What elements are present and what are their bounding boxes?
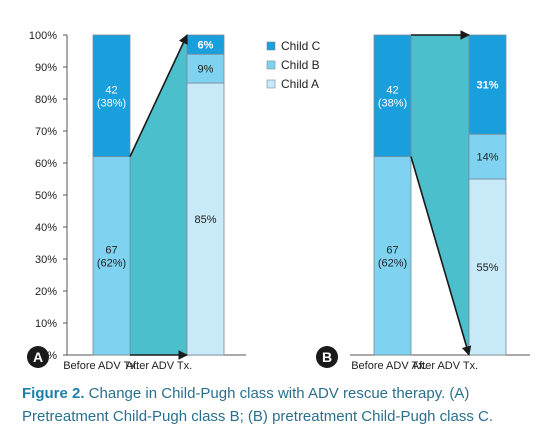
legend-swatch: [266, 60, 276, 70]
y-tick-label: 40%: [35, 222, 57, 234]
bar-child-b: [468, 133, 507, 180]
data-label: 42: [105, 84, 117, 96]
figure-caption: Figure 2. Change in Child-Pugh class wit…: [22, 382, 552, 428]
bar-child-a: [468, 178, 507, 356]
flow-shape-a: [129, 34, 188, 356]
data-label: 14%: [476, 152, 498, 164]
bar-child-c: [92, 34, 131, 157]
y-tick-label: 70%: [35, 126, 57, 138]
data-label: (62%): [97, 257, 126, 269]
y-tick-label: 60%: [35, 158, 57, 170]
bar-child-b: [186, 53, 225, 84]
legend-label: Child B: [281, 58, 320, 72]
panel-badge-label: B: [322, 349, 332, 365]
data-label: (38%): [97, 97, 126, 109]
panel-badge: [27, 346, 49, 368]
y-tick-label: 20%: [35, 286, 57, 298]
caption-text: Change in Child-Pugh class with ADV resc…: [22, 385, 494, 425]
y-tick-label: 80%: [35, 94, 57, 106]
y-tick-label: 30%: [35, 254, 57, 266]
data-label: 31%: [476, 80, 498, 92]
bar-child-b: [92, 156, 131, 356]
bar-child-a: [186, 82, 225, 356]
x-tick-label: Before ADV Tx.: [63, 360, 139, 372]
x-tick-label: Before ADV Tx.: [351, 360, 427, 372]
panel-badge: [316, 346, 338, 368]
arrow-b-down: [410, 156, 472, 356]
flow-shape-b: [410, 34, 470, 356]
data-label: (62%): [378, 257, 407, 269]
x-tick-label: After ADV Tx.: [412, 360, 478, 372]
y-tick-label: 10%: [35, 318, 57, 330]
data-label: 85%: [194, 214, 216, 226]
data-label: 67: [105, 244, 117, 256]
y-tick-label: 100%: [29, 30, 57, 42]
figure-canvas: 0%10%20%30%40%50%60%70%80%90%100% 67(62%…: [27, 30, 530, 372]
data-label: 55%: [476, 262, 498, 274]
y-tick-label: 90%: [35, 62, 57, 74]
data-label: (38%): [378, 97, 407, 109]
x-tick-label: After ADV Tx.: [126, 360, 192, 372]
legend-swatch: [266, 79, 276, 89]
bar-child-c: [468, 34, 507, 135]
arrow-a-up: [129, 34, 188, 157]
caption-label: Figure 2.: [22, 385, 85, 402]
legend-label: Child C: [281, 39, 321, 53]
y-tick-label: 50%: [35, 190, 57, 202]
data-label: 6%: [198, 40, 214, 52]
panel-badge-label: A: [33, 349, 43, 365]
data-label: 42: [386, 84, 398, 96]
legend-label: Child A: [281, 77, 319, 91]
data-label: 9%: [198, 64, 214, 76]
data-label: 67: [386, 244, 398, 256]
bar-child-b: [373, 156, 412, 356]
legend-swatch: [266, 41, 276, 51]
bar-child-c: [373, 34, 412, 157]
